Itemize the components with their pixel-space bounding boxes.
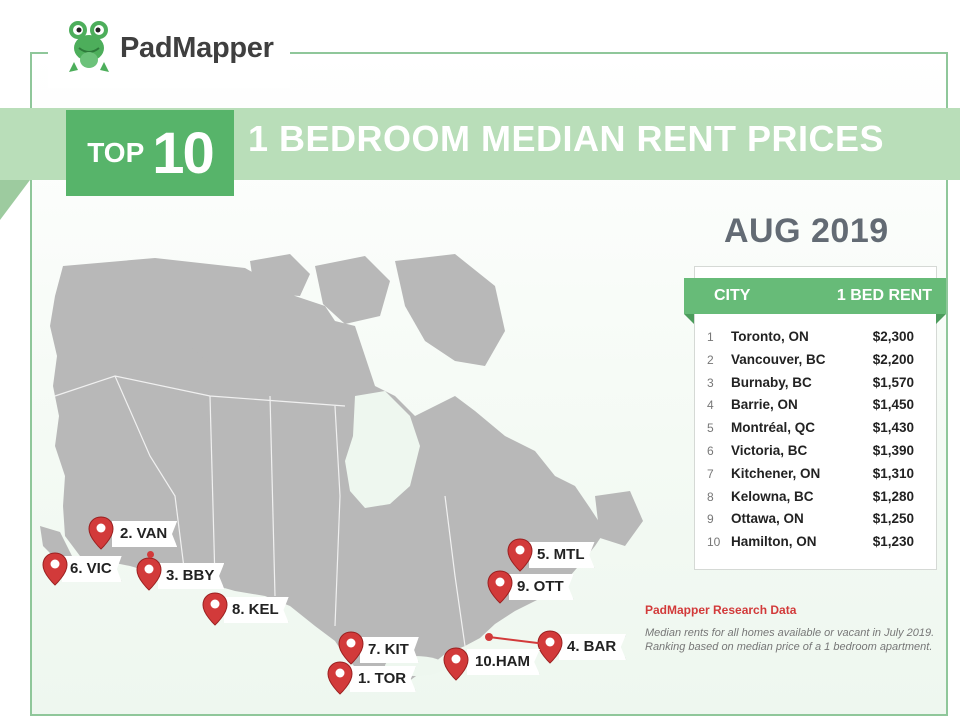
pin-label: 1. TOR xyxy=(350,666,417,692)
map-border-territories xyxy=(54,375,346,407)
table-row: 10 Hamilton, ON $1,230 xyxy=(695,532,938,555)
map-border-mb-on xyxy=(334,405,341,627)
row-rent: $1,450 xyxy=(872,397,914,413)
map-pin-icon xyxy=(487,570,513,604)
bar-location-dot xyxy=(485,633,493,641)
pin-label: 7. KIT xyxy=(360,637,419,663)
table-header-fold-left xyxy=(684,314,694,324)
logo: PadMapper xyxy=(48,8,290,88)
frame-bottom-border xyxy=(30,714,948,716)
row-rent: $1,230 xyxy=(872,534,914,550)
row-rank: 4 xyxy=(707,398,714,413)
row-rank: 3 xyxy=(707,375,714,390)
row-city: Kitchener, ON xyxy=(731,465,821,481)
row-rank: 9 xyxy=(707,512,714,527)
table-row: 4 Barrie, ON $1,450 xyxy=(695,395,938,418)
row-rank: 8 xyxy=(707,489,714,504)
row-rent: $2,300 xyxy=(872,329,914,344)
row-rank: 1 xyxy=(707,330,714,344)
column-header-city: CITY xyxy=(714,287,751,304)
row-city: Vancouver, BC xyxy=(731,351,826,367)
map-arctic-island-3 xyxy=(395,254,505,366)
top-number: 10 xyxy=(152,120,214,186)
table-header-fold-right xyxy=(936,314,946,324)
map-hudson-bay xyxy=(345,391,420,508)
table-row: 3 Burnaby, BC $1,570 xyxy=(695,373,938,396)
row-rank: 7 xyxy=(707,466,714,481)
row-rent: $2,200 xyxy=(872,351,914,367)
row-rent: $1,310 xyxy=(872,465,914,481)
row-city: Barrie, ON xyxy=(731,397,798,413)
map-vancouver-island xyxy=(40,526,73,564)
page-title: 1 BEDROOM MEDIAN RENT PRICES xyxy=(248,118,885,159)
report-date: AUG 2019 xyxy=(724,212,889,250)
row-city: Ottawa, ON xyxy=(731,511,804,527)
row-city: Hamilton, ON xyxy=(731,534,817,550)
map-border-ab-sk xyxy=(209,395,216,582)
row-rent: $1,280 xyxy=(872,488,914,504)
table-row: 9 Ottawa, ON $1,250 xyxy=(695,509,938,532)
pin-label: 5. MTL xyxy=(529,542,595,568)
table-row: 1 Toronto, ON $2,300 xyxy=(695,327,938,350)
banner-fold xyxy=(0,180,30,220)
map-pin-icon xyxy=(537,630,563,664)
bby-location-dot xyxy=(147,551,154,558)
row-city: Montréal, QC xyxy=(731,420,816,436)
pin-label: 3. BBY xyxy=(158,563,225,589)
rent-table: 1 Toronto, ON $2,300 2 Vancouver, BC $2,200 3 B… xyxy=(694,266,937,570)
table-row: 7 Kitchener, ON $1,310 xyxy=(695,464,938,487)
map-arctic-island-4 xyxy=(185,316,265,364)
research-note: Median rents for all homes available or … xyxy=(645,627,935,653)
research-title: PadMapper Research Data xyxy=(645,603,797,617)
row-rank: 5 xyxy=(707,421,714,436)
column-header-rent: 1 BED RENT xyxy=(836,287,932,304)
map-border-bc-ab xyxy=(114,375,186,577)
row-rank: 2 xyxy=(707,352,714,367)
table-row: 6 Victoria, BC $1,390 xyxy=(695,441,938,464)
map-pin-icon xyxy=(507,538,533,572)
canada-map xyxy=(40,254,643,691)
table-row: 8 Kelowna, BC $1,280 xyxy=(695,487,938,510)
row-city: Burnaby, BC xyxy=(731,374,812,390)
pin-label: 4. BAR xyxy=(559,634,627,660)
map-pin-icon xyxy=(327,661,353,695)
row-rent: $1,570 xyxy=(872,374,914,390)
top10-badge: TOP 10 xyxy=(66,110,234,196)
map-pin-icon xyxy=(42,552,68,586)
map-border-on-qc xyxy=(444,495,466,647)
map-mainland xyxy=(50,258,605,691)
top-word: TOP xyxy=(87,137,145,168)
pin-label: 9. OTT xyxy=(509,574,574,600)
map-pin-icon xyxy=(338,631,364,665)
row-city: Toronto, ON xyxy=(731,329,809,344)
table-row: 2 Vancouver, BC $2,200 xyxy=(695,350,938,373)
row-city: Victoria, BC xyxy=(731,443,808,458)
frog-icon xyxy=(66,18,112,79)
table-row: 5 Montréal, QC $1,430 xyxy=(695,418,938,441)
row-rank: 10 xyxy=(707,535,721,550)
pin-label: 8. KEL xyxy=(224,597,289,623)
row-rent: $1,390 xyxy=(872,443,914,458)
rent-table-header: CITY 1 BED RENT xyxy=(684,278,946,314)
pin-label: 6. VIC xyxy=(62,556,122,582)
map-arctic-island-2 xyxy=(315,256,390,324)
row-rank: 6 xyxy=(707,444,714,458)
map-pin-icon xyxy=(88,516,114,550)
map-pin-icon xyxy=(202,592,228,626)
map-border-sk-mb xyxy=(269,395,276,597)
brand-name: PadMapper xyxy=(120,31,274,64)
map-arctic-island-1 xyxy=(250,254,310,296)
row-rent: $1,430 xyxy=(872,420,914,436)
map-newfoundland xyxy=(595,491,643,546)
row-rent: $1,250 xyxy=(872,511,914,527)
pin-label: 2. VAN xyxy=(112,521,178,547)
row-city: Kelowna, BC xyxy=(731,488,814,504)
pin-label: 10.HAM xyxy=(467,649,541,675)
map-pin-icon xyxy=(136,557,162,591)
map-pin-icon xyxy=(443,647,469,681)
